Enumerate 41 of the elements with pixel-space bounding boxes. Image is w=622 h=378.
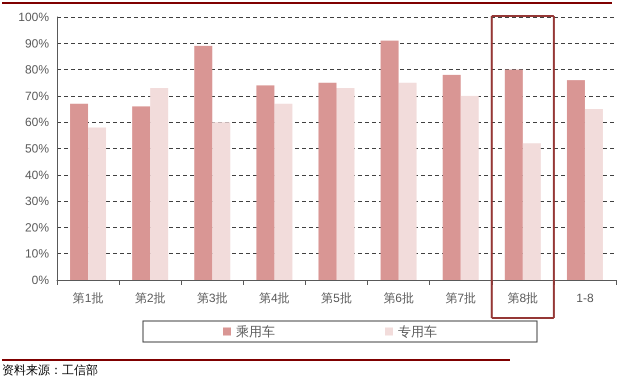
- x-tick-label: 第3批: [196, 291, 228, 305]
- legend-label: 乘用车: [236, 324, 275, 339]
- bar: [256, 85, 274, 280]
- y-tick-label: 20%: [24, 220, 50, 234]
- x-tick-label: 第5批: [321, 291, 352, 305]
- x-tick-label: 第1批: [72, 291, 104, 305]
- text: 资料来源：工信部: [2, 363, 98, 377]
- x-tick-label: 第8批: [507, 291, 538, 305]
- bar: [442, 74, 461, 280]
- x-tick-label: 第7批: [445, 291, 476, 305]
- bar: [522, 143, 541, 280]
- bar: [132, 106, 150, 280]
- y-tick-label: 0%: [32, 273, 50, 287]
- y-tick-label: 100%: [18, 10, 50, 24]
- y-tick-label: 70%: [24, 88, 50, 103]
- bar: [336, 88, 355, 280]
- y-tick-label: 60%: [24, 115, 50, 130]
- bar: [194, 46, 212, 280]
- bar: [274, 104, 292, 280]
- x-tick-label: 1-8: [576, 291, 594, 305]
- bar: [380, 40, 399, 280]
- y-tick-label: 90%: [24, 36, 50, 50]
- x-tick-label: 第6批: [383, 291, 414, 305]
- bar: [70, 104, 88, 280]
- bar: [504, 70, 523, 280]
- bar: [566, 80, 585, 280]
- bar: [212, 122, 230, 280]
- bar: [584, 109, 603, 280]
- y-tick-label: 40%: [24, 168, 50, 182]
- y-tick-label: 10%: [24, 246, 50, 261]
- x-tick-label: 第4批: [259, 291, 290, 305]
- bar: [150, 88, 168, 280]
- bar: [318, 82, 336, 280]
- y-tick-label: 50%: [24, 142, 50, 156]
- bar: [88, 127, 106, 280]
- y-tick-label: 80%: [24, 62, 50, 77]
- legend-label: 专用车: [398, 324, 437, 339]
- bar: [398, 82, 417, 280]
- bar: [460, 96, 479, 280]
- y-tick-label: 30%: [24, 194, 50, 208]
- x-tick-label: 第2批: [134, 291, 166, 305]
